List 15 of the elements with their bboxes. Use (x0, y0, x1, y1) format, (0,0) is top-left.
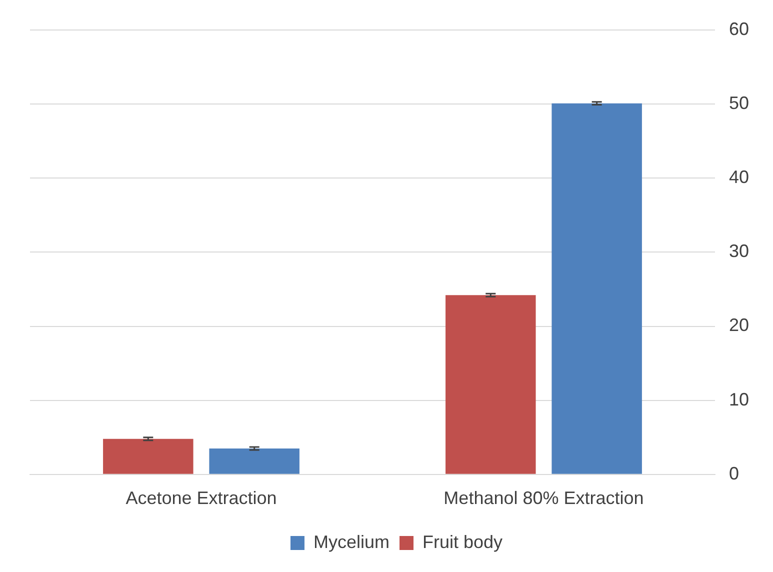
bar (446, 295, 536, 474)
y-tick-label: 20 (728, 315, 750, 336)
legend-label: Mycelium (313, 532, 390, 552)
bar (209, 448, 300, 474)
y-tick-label: 40 (728, 167, 750, 188)
bar (552, 103, 642, 474)
x-tick-label: Methanol 80% Extraction (444, 488, 644, 508)
x-tick-label: Acetone Extraction (126, 488, 277, 508)
y-tick-label: 50 (728, 93, 750, 114)
y-tick-label: 10 (728, 389, 750, 410)
legend-label: Fruit body (422, 532, 503, 552)
y-tick-label: 0 (728, 463, 739, 484)
y-tick-label: 30 (728, 241, 750, 262)
y-tick-label: 60 (728, 18, 750, 39)
bar (103, 438, 194, 474)
